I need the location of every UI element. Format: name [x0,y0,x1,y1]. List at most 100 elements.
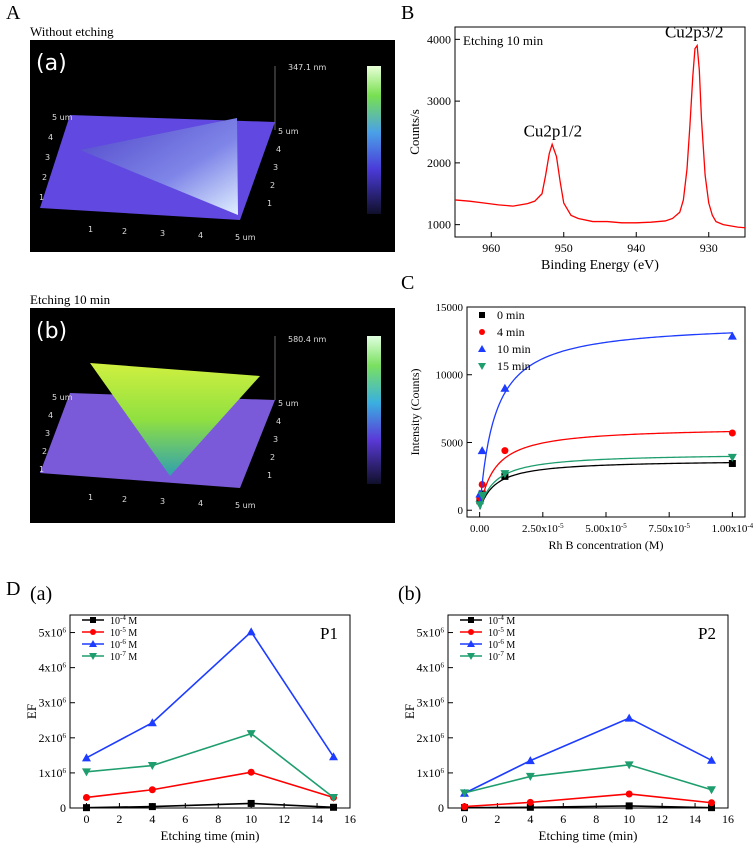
y-axis-label: EF [24,704,39,719]
series-line-2 [86,630,335,759]
chart-c-intensity: 0.00 2.50x10-5 5.00x10-5 7.50x10-5 1.00x10-4… [408,302,754,552]
legend-label-2: 10-6 M [488,638,515,651]
x-tick-label: 12 [656,812,668,826]
y-tick-label: 4x106 [39,661,67,675]
data-point-1-3 [728,429,736,437]
y-tick-label: 1x106 [417,766,445,780]
legend-label-2: 10-6 M [110,638,137,651]
y-tick-label: 5000 [441,437,464,449]
data-point-3-1 [147,762,157,771]
x-tick-label: 950 [555,241,573,255]
x-tick-label: 4 [527,812,533,826]
svg-text:5 um: 5 um [52,393,73,402]
data-point-3-3 [329,793,339,802]
data-point-0-1 [526,803,534,811]
y-tick-label: 0 [438,801,444,815]
afm-a-colorbar [367,66,381,214]
x-tick-label: 12 [278,812,290,826]
y-tick-label: 2x106 [39,731,67,745]
svg-text:5 um: 5 um [235,501,256,510]
fit-curve-1 [479,430,733,509]
legend-marker-2 [478,345,486,352]
svg-text:4: 4 [48,133,53,142]
afm-a-triangle-feature [80,118,238,215]
svg-text:3: 3 [45,153,50,162]
svg-text:1: 1 [267,471,272,480]
svg-text:4: 4 [48,411,53,420]
svg-text:3: 3 [45,429,50,438]
x-axis-label: Binding Energy (eV) [541,258,659,273]
fit-curve-2 [479,332,733,508]
y-tick-label: 3x106 [417,696,445,710]
svg-text:2: 2 [270,181,275,190]
legend-marker-0 [90,617,96,623]
legend-marker-1 [468,629,474,635]
svg-text:2: 2 [42,173,47,182]
xps-spectrum-line [454,43,746,229]
series-line-1 [86,771,334,799]
fit-curve-3 [479,455,733,510]
y-tick-label: 0 [458,505,464,517]
x-tick-label: 940 [627,241,645,255]
y-tick-label: 1000 [427,218,451,232]
data-point-3-3 [727,453,737,462]
data-point-0-3 [728,459,736,467]
data-point-3-3 [707,786,717,795]
chart-d-b-ef: (b) 0 2 4 6 8 10 12 14 16 0 1x106 2x106 3x106 4x106 5x1… [398,583,734,843]
y-tick-label: 5x106 [39,626,67,640]
svg-text:1: 1 [267,199,272,208]
data-point-1-2 [247,768,255,776]
afm-b-ticks: 1 2 3 4 5 um 5 um 4 3 2 1 5 um 4 3 2 1 [39,393,299,510]
data-point-0-2 [247,799,255,807]
svg-text:3: 3 [160,497,165,506]
y-tick-label: 5x106 [417,626,445,640]
svg-text:5 um: 5 um [278,399,299,408]
peak-label: Cu2p3/2 [665,23,724,42]
x-tick-label: 10 [623,812,635,826]
svg-text:3: 3 [273,435,278,444]
data-point-3-2 [246,730,256,739]
legend-marker-2 [467,640,475,647]
data-point-0-1 [148,803,156,811]
afm-b-height-label: 580.4 nm [288,335,327,344]
legend-marker-0 [468,617,474,623]
x-tick-label: 930 [700,241,718,255]
y-axis-label: EF [402,704,417,719]
x-tick-label: 16 [344,812,356,826]
y-tick-label: 4x106 [417,661,445,675]
legend-marker-2 [89,640,97,647]
panel-annotation: P2 [698,624,716,643]
y-tick-label: 3x106 [39,696,67,710]
panel-annotation: Etching 10 min [463,33,544,48]
chart-b-xps: 960 950 940 930 1000 2000 3000 4000 Binding Ener… [407,23,746,273]
data-point-3-1 [477,491,487,500]
legend-marker-1 [479,329,485,335]
data-point-1-2 [501,447,509,455]
legend-label-0: 0 min [497,308,525,322]
panel-letter-d: D [6,578,21,600]
afm-b-triangle-feature [90,363,260,476]
x-axis-label: Etching time (min) [539,828,638,843]
x-axis-label: Etching time (min) [161,828,260,843]
data-point-2-3 [707,755,717,764]
data-point-3-2 [500,470,510,479]
data-point-3-0 [475,501,485,510]
svg-text:5 um: 5 um [278,127,299,136]
legend-label-1: 4 min [497,325,525,339]
legend-marker-3 [478,363,486,370]
peak-label: Cu2p1/2 [524,121,583,140]
data-point-1-0 [82,793,90,801]
y-axis-label: Intensity (Counts) [408,369,422,456]
x-tick-label: 14 [311,812,323,826]
data-point-0-0 [82,804,90,812]
x-tick-label: 8 [215,812,221,826]
fit-curve-0 [479,461,733,510]
legend-marker-0 [479,312,485,318]
series-line-0 [86,802,334,809]
y-tick-label: 2000 [427,156,451,170]
svg-text:3: 3 [273,163,278,172]
svg-text:3: 3 [160,229,165,238]
plot-frame [447,614,729,809]
panel-annotation: P1 [320,624,338,643]
x-tick-label: 14 [689,812,701,826]
